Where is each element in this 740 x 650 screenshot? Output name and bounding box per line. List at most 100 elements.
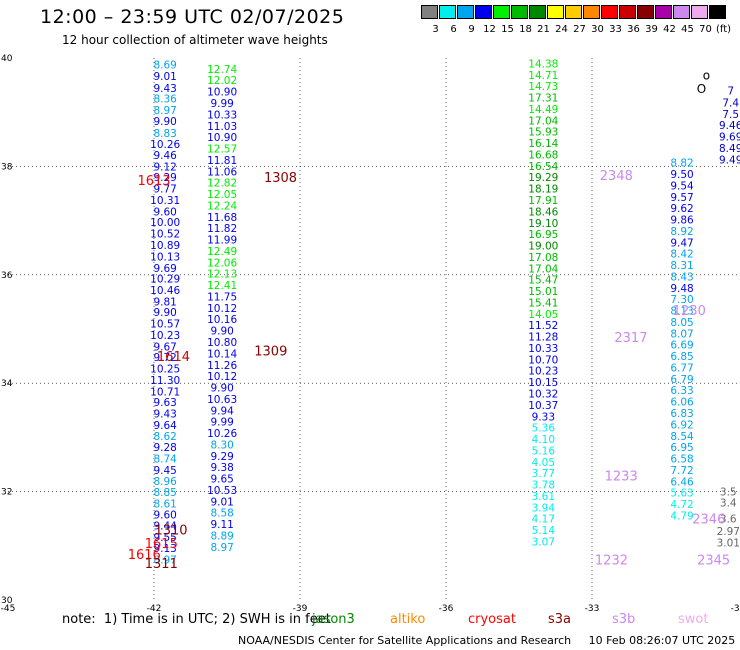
wave-height-label: 11.82 <box>207 223 237 235</box>
wave-height-label: 7.72 <box>670 465 693 477</box>
x-tick-label: -45 <box>1 604 16 614</box>
satellite-altiko: altiko <box>390 612 426 627</box>
wave-height-label: 4.72 <box>670 499 693 511</box>
wave-height-label: 8.13 <box>670 306 693 318</box>
wave-height-label: 14.49 <box>528 104 558 116</box>
wave-height-label: 10.71 <box>150 386 180 398</box>
wave-height-label: 9.54 <box>670 180 694 192</box>
wave-height-label: 3.6 <box>720 514 737 526</box>
pass-time-label: 2346 <box>692 513 725 528</box>
pass-time-label: 2348 <box>600 169 633 184</box>
wave-height-label: 8.54 <box>670 431 694 443</box>
wave-height-label: 4.10 <box>532 434 555 446</box>
wave-height-label: 3.94 <box>532 502 556 514</box>
wave-height-label: 7.4 <box>722 97 739 109</box>
wave-height-label: 18.46 <box>528 206 558 218</box>
wave-height-label: 11.26 <box>207 360 237 372</box>
wave-height-label: 3.61 <box>532 491 555 503</box>
x-tick-label: -39 <box>293 604 308 614</box>
wave-height-label: 15.47 <box>528 275 558 287</box>
wave-height-label: 2.97 <box>717 526 740 538</box>
y-tick-label: 40 <box>1 54 13 64</box>
satellite-cryosat: cryosat <box>468 612 516 627</box>
footer-note: note: 1) Time is in UTC; 2) SWH is in fe… <box>0 612 740 632</box>
wave-height-label: 9.69 <box>719 132 740 144</box>
wave-height-label: 9.60 <box>153 206 176 218</box>
wave-height-label: 9.81 <box>153 296 176 308</box>
satellite-jason3: jason3 <box>312 612 355 627</box>
wave-height-label: 10.80 <box>207 337 237 349</box>
wave-height-label: 16.68 <box>528 149 558 161</box>
wave-height-label: 9.94 <box>210 405 234 417</box>
wave-height-label: 5.36 <box>532 423 556 435</box>
wave-height-label: 3.5 <box>720 487 737 499</box>
wave-height-label: 12.02 <box>207 75 237 87</box>
x-tick-label: -36 <box>439 604 454 614</box>
wave-height-label: 9.43 <box>153 83 176 95</box>
symbol-mark: o <box>703 68 710 82</box>
wave-height-label: 8.96 <box>153 476 177 488</box>
wave-height-label: 9.01 <box>153 71 176 83</box>
wave-height-label: 10.13 <box>150 251 180 263</box>
wave-height-label: 16.95 <box>528 229 558 241</box>
x-tick-label: -33 <box>585 604 600 614</box>
wave-height-label: 7.5 <box>722 109 739 121</box>
legend-label: 42 <box>663 24 676 35</box>
wave-height-label: 9.45 <box>153 465 176 477</box>
wave-height-label: 12.41 <box>207 280 237 292</box>
wave-height-label: 15.01 <box>528 286 558 298</box>
legend-label: 21 <box>537 24 550 35</box>
x-tick-label: -30 <box>731 604 740 614</box>
wave-height-label: 9.90 <box>153 307 176 319</box>
wave-height-label: 11.68 <box>207 212 237 224</box>
wave-height-label: 8.31 <box>670 260 693 272</box>
wave-height-label: 5.14 <box>532 525 556 537</box>
wave-height-label: 8.85 <box>153 487 176 499</box>
wave-height-label: 9.47 <box>670 237 693 249</box>
wave-height-label: 10.90 <box>207 132 237 144</box>
wave-height-label: 9.29 <box>153 172 176 184</box>
wave-height-label: 8.49 <box>719 143 740 155</box>
wave-height-label: 10.29 <box>150 274 180 286</box>
wave-height-label: 9.13 <box>153 543 176 555</box>
wave-height-label: 16.14 <box>528 138 558 150</box>
wave-height-label: 11.75 <box>207 291 237 303</box>
wave-height-label: 6.77 <box>670 362 693 374</box>
wave-height-label: 14.05 <box>528 309 558 321</box>
wave-height-label: 12.05 <box>207 189 237 201</box>
wave-height-label: 9.48 <box>670 283 693 295</box>
wave-height-label: 9.77 <box>153 184 176 196</box>
legend-label: 39 <box>645 24 658 35</box>
wave-height-label: 17.04 <box>528 115 558 127</box>
wave-height-label: 8.82 <box>670 158 693 170</box>
legend-label: 9 <box>468 24 475 35</box>
legend-swatch <box>619 5 636 19</box>
wave-height-label: 10.14 <box>207 348 237 360</box>
wave-height-label: 9.86 <box>670 215 694 227</box>
wave-height-label: 3.77 <box>532 468 555 480</box>
wave-height-label: 10.16 <box>207 314 237 326</box>
wave-height-label: 12.13 <box>207 269 237 281</box>
pass-time-label: 1613 <box>137 174 170 189</box>
wave-height-label: 14.73 <box>528 81 558 93</box>
wave-height-label: 11.99 <box>207 235 237 247</box>
wave-height-label: 14.71 <box>528 70 558 82</box>
wave-height-label: 8.62 <box>153 431 176 443</box>
wave-height-label: 8.61 <box>153 499 176 511</box>
y-tick-label: 32 <box>1 488 12 498</box>
legend-label: 15 <box>501 24 514 35</box>
wave-height-label: 11.81 <box>207 155 237 167</box>
satellite-s3a: s3a <box>548 612 572 627</box>
wave-height-label: 14.38 <box>528 58 558 70</box>
wave-height-label: 9.01 <box>210 496 233 508</box>
pass-time-label: 1230 <box>673 304 706 319</box>
legend-swatch <box>421 5 438 19</box>
legend-label: 18 <box>519 24 532 35</box>
wave-height-label: 17.08 <box>528 252 558 264</box>
wave-height-label: 9.69 <box>153 263 176 275</box>
wave-height-label: 9.43 <box>153 409 176 421</box>
legend-swatch <box>565 5 582 19</box>
wave-height-label: 8.69 <box>153 60 176 72</box>
wave-height-label: 8.42 <box>670 249 693 261</box>
wave-height-label: 10.26 <box>150 139 180 151</box>
